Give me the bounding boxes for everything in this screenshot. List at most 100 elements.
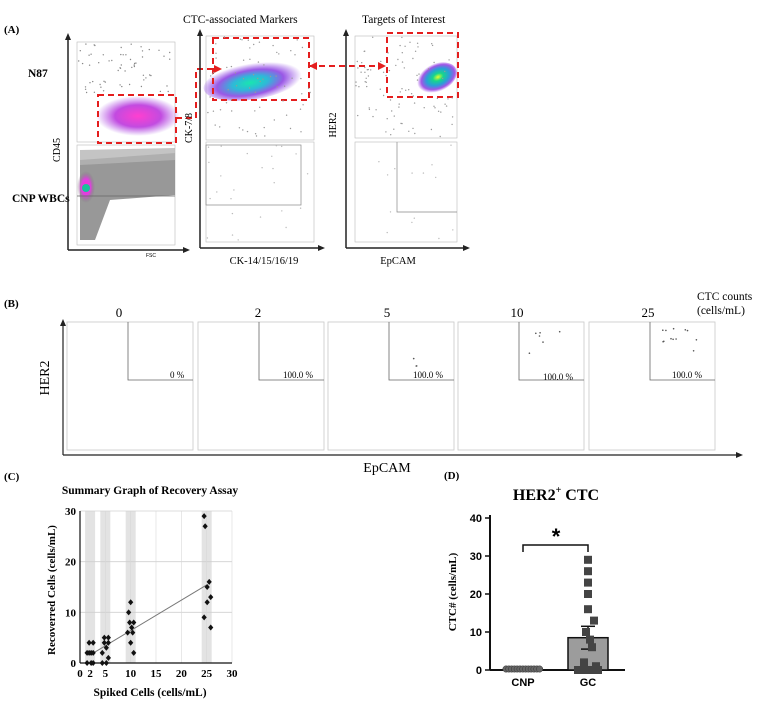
percent-label: 100.0 % — [543, 372, 574, 382]
ctc-event — [662, 340, 664, 343]
plot-frame — [66, 321, 194, 451]
noise-event — [399, 44, 401, 47]
ctc-event — [412, 357, 415, 360]
noise-event — [366, 85, 368, 88]
plot1-x-label: FSC — [146, 253, 156, 259]
noise-event — [364, 66, 366, 69]
ctc-event — [662, 329, 664, 332]
noise-event — [230, 65, 233, 68]
noise-event — [401, 52, 403, 54]
noise-event — [227, 89, 229, 91]
noise-event — [398, 103, 400, 105]
quadrant-gate — [258, 322, 324, 381]
noise-event — [416, 79, 419, 81]
noise-event — [166, 85, 168, 87]
data-point — [99, 660, 105, 666]
gc-point — [588, 643, 596, 652]
noise-event — [422, 172, 425, 174]
ctc-event — [684, 329, 687, 331]
plot-count-label: 0 — [116, 305, 123, 320]
noise-event — [92, 80, 94, 83]
gc-point — [592, 662, 600, 671]
plot-frame — [588, 321, 716, 451]
noise-event — [275, 75, 277, 77]
ctc-event — [692, 350, 695, 352]
data-point — [128, 599, 134, 606]
noise-event — [386, 231, 388, 234]
data-point — [101, 634, 107, 641]
flow-plot-her2-epcam: HER2 EpCAM — [328, 29, 470, 267]
noise-event — [275, 145, 278, 147]
noise-event — [214, 124, 216, 126]
noise-event — [302, 104, 304, 106]
percent-label: 100.0 % — [283, 370, 314, 380]
noise-event — [121, 85, 123, 88]
noise-event — [167, 90, 169, 93]
noise-event — [300, 77, 302, 80]
noise-event — [79, 50, 82, 52]
percent-label: 100.0 % — [672, 370, 703, 380]
plot-count-label: 5 — [384, 305, 391, 320]
noise-event — [263, 126, 265, 129]
noise-event — [414, 50, 417, 52]
noise-event — [150, 74, 152, 77]
ctc-event — [672, 327, 675, 330]
noise-event — [433, 61, 435, 64]
plot1-x-arrow-icon — [183, 247, 190, 253]
noise-event — [258, 41, 261, 43]
data-point — [86, 639, 92, 646]
panel-b-y-arrow-icon — [60, 319, 66, 326]
noise-event — [438, 237, 440, 240]
noise-event — [363, 50, 365, 53]
noise-event — [375, 109, 377, 111]
noise-event — [81, 62, 84, 65]
title-ctc: CTC — [561, 487, 599, 504]
noise-event — [223, 36, 226, 38]
plot2-bottom-frame — [205, 141, 315, 243]
noise-event — [242, 129, 244, 131]
noise-event — [435, 176, 437, 179]
noise-event — [299, 108, 302, 110]
data-point — [90, 649, 96, 656]
noise-event — [163, 55, 165, 57]
noise-event — [89, 82, 91, 84]
noise-event — [273, 119, 275, 121]
noise-event — [301, 93, 303, 95]
noise-event — [100, 86, 102, 88]
noise-event — [276, 86, 278, 88]
gc-point — [582, 628, 590, 636]
noise-event — [209, 96, 211, 98]
quadrant-gate — [388, 322, 454, 381]
noise-event — [88, 54, 90, 56]
x-tick-label: 10 — [125, 668, 137, 680]
data-point — [202, 523, 208, 530]
noise-event — [169, 51, 171, 54]
noise-event — [412, 127, 414, 130]
noise-event — [448, 59, 450, 61]
noise-event — [98, 62, 100, 64]
percent-label: 0 % — [170, 370, 185, 380]
noise-event — [230, 99, 233, 101]
noise-event — [370, 69, 372, 71]
noise-event — [386, 174, 389, 176]
noise-event — [207, 146, 210, 148]
noise-event — [271, 155, 273, 157]
noise-event — [300, 131, 302, 133]
plot2-x-arrow-icon — [318, 245, 325, 251]
plot1-y-label: CD45 — [52, 138, 63, 162]
data-point — [125, 629, 131, 636]
quadrant-gate — [649, 322, 715, 381]
noise-event — [220, 145, 222, 147]
x-tick-label: 20 — [176, 668, 188, 680]
noise-event — [378, 161, 380, 163]
row-label-cnp-wbcs: CNP WBCs — [12, 193, 70, 205]
noise-event — [209, 197, 211, 200]
noise-event — [444, 103, 446, 105]
noise-event — [125, 54, 127, 56]
noise-event — [418, 73, 420, 75]
noise-event — [273, 182, 275, 184]
noise-event — [120, 53, 122, 56]
ctc-event — [675, 338, 677, 340]
noise-event — [390, 134, 392, 136]
